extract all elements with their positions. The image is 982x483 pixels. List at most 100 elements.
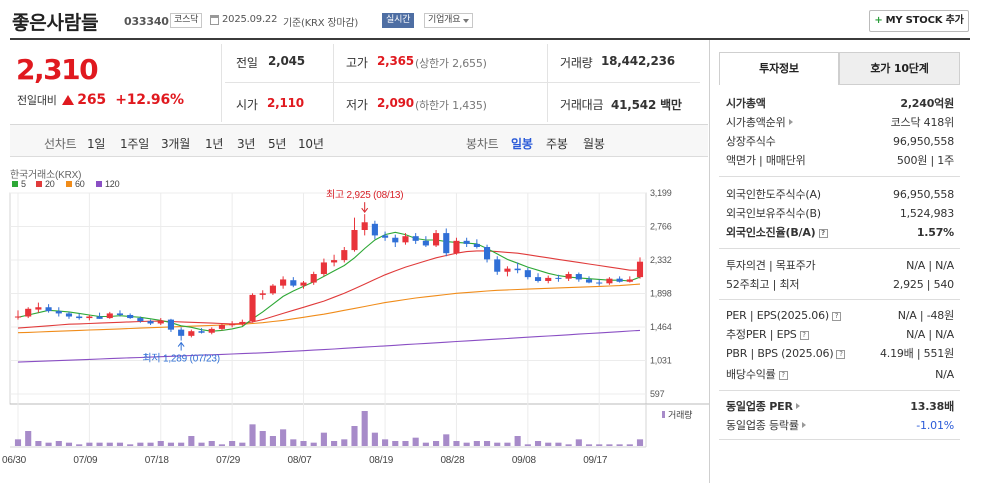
x-tick-label: 08/19 — [369, 455, 394, 466]
chevron-down-icon — [463, 19, 470, 23]
period-5y[interactable]: 5년 — [268, 137, 287, 151]
pbr-label: PBR | BPS (2025.06)? — [726, 344, 846, 363]
period-3y[interactable]: 3년 — [237, 137, 256, 151]
candle-body — [239, 321, 246, 325]
volume-bar — [504, 442, 511, 446]
est-per-label-text: 추정PER | EPS — [726, 328, 797, 341]
candle-body — [147, 321, 154, 324]
candle-body — [106, 313, 113, 319]
candle-body — [585, 279, 593, 283]
rank-label-text: 시가총액순위 — [726, 116, 786, 129]
company-info-dropdown[interactable]: 기업개요 — [424, 13, 474, 28]
chart-right-divider — [709, 40, 710, 483]
candle-body — [96, 316, 103, 319]
chart-annotations: 최고 2,925 (08/13) 최저 1,289 (07/23) — [142, 189, 403, 364]
volume-bar — [565, 444, 572, 446]
candle-body — [473, 243, 480, 247]
price-panel-frame — [9, 192, 647, 405]
period-1y[interactable]: 1년 — [205, 137, 224, 151]
per-label-text: PER | EPS(2025.06) — [726, 309, 829, 322]
candle-body — [86, 316, 93, 319]
row-rank[interactable]: 시가총액순위 코스닥 418위 — [726, 113, 954, 132]
help-icon[interactable]: ? — [778, 371, 788, 380]
rank-value: 코스닥 418위 — [890, 116, 955, 129]
sector-rate-value: -1.01% — [916, 419, 954, 432]
volume-bar — [116, 442, 124, 446]
period-bar — [10, 125, 708, 157]
shares-label: 상장주식수 — [726, 135, 776, 148]
y-tick-label: 3,199 — [650, 188, 672, 198]
foreign-ratio-label-text: 외국인소진율(B/A) — [726, 226, 816, 239]
candle-body — [167, 319, 175, 330]
help-icon[interactable]: ? — [818, 229, 828, 238]
candle-body — [483, 246, 491, 260]
section-divider — [719, 390, 960, 391]
candle-body — [422, 240, 429, 246]
volume-bar — [382, 439, 389, 446]
volume-legend-swatch — [662, 411, 665, 418]
candles — [14, 214, 644, 341]
help-icon[interactable]: ? — [836, 350, 846, 359]
row-sector-per[interactable]: 동일업종 PER 13.38배 — [726, 397, 954, 416]
market-cap-value: 2,240억원 — [900, 97, 954, 110]
pbr-label-text: PBR | BPS (2025.06) — [726, 347, 834, 360]
sector-per-label: 동일업종 PER — [726, 397, 800, 416]
foreign-hold-value: 1,524,983 — [899, 207, 954, 220]
candle-body — [504, 268, 511, 272]
volume-bar — [371, 432, 378, 446]
amount-unit: 백만 — [660, 98, 682, 112]
volume-bar — [65, 442, 73, 446]
x-axis: 06/30 07/09 07/18 07/29 08/07 08/19 08/28 09/08… — [2, 455, 608, 466]
candle-body — [371, 223, 378, 236]
candle-monthly[interactable]: 월봉 — [583, 137, 605, 151]
volume-bar — [188, 436, 195, 446]
volume-bar — [86, 442, 93, 446]
pbr-value: 4.19배 | 551원 — [879, 347, 954, 360]
candle-body — [76, 316, 83, 319]
period-1d[interactable]: 1일 — [87, 137, 106, 151]
y-tick-label: 2,332 — [650, 255, 672, 265]
period-3m[interactable]: 3개월 — [161, 137, 191, 151]
realtime-button[interactable]: 실시간 — [382, 13, 415, 28]
week52-value: 2,925 | 540 — [893, 278, 954, 291]
candle-body — [514, 268, 521, 271]
tab-invest-info[interactable]: 투자정보 — [719, 52, 839, 85]
period-1w[interactable]: 1주일 — [120, 137, 150, 151]
volume-bar — [198, 442, 205, 446]
volume-bar — [55, 441, 62, 446]
candle-body — [178, 329, 185, 336]
row-sector-rate[interactable]: 동일업종 등락률 -1.01% — [726, 416, 954, 435]
header-divider — [10, 38, 970, 40]
candle-body — [565, 274, 572, 279]
company-info-label: 기업개요 — [428, 15, 461, 25]
y-axis: 3,199 2,766 2,332 1,898 1,464 1,031 597 — [650, 188, 672, 399]
candle-daily[interactable]: 일봉 — [511, 137, 533, 151]
volume-bar — [402, 441, 409, 446]
help-icon[interactable]: ? — [831, 312, 841, 321]
row-shares: 상장주식수 96,950,558 — [726, 132, 954, 151]
divider — [547, 44, 548, 122]
volume-bar — [106, 442, 113, 446]
row-foreign-ratio: 외국인소진율(B/A)? 1.57% — [726, 223, 954, 242]
par-value: 500원 | 1주 — [896, 154, 954, 167]
legend-swatch — [66, 181, 72, 187]
volume-bar — [341, 439, 348, 446]
arrow-right-icon — [801, 422, 806, 428]
volume-bar — [300, 441, 307, 446]
help-icon[interactable]: ? — [799, 331, 809, 340]
candle-body — [524, 270, 531, 278]
candle-weekly[interactable]: 주봉 — [546, 137, 568, 151]
volume-bar — [45, 442, 52, 446]
volume-bar — [178, 442, 185, 446]
period-10y[interactable]: 10년 — [298, 137, 324, 151]
change-row: 전일대비 265 +12.96% — [17, 92, 184, 108]
candle-body — [14, 316, 22, 318]
my-stock-add-button[interactable]: + MY STOCK 추가 — [869, 10, 969, 32]
candle-chart-label: 봉차트 — [466, 137, 499, 151]
candle-body — [596, 282, 603, 284]
tab-order-book[interactable]: 호가 10단계 — [839, 52, 960, 85]
x-tick-label: 07/18 — [145, 455, 170, 466]
legend-swatch — [96, 181, 102, 187]
candle-body — [35, 307, 42, 310]
ma120-line — [17, 329, 641, 363]
